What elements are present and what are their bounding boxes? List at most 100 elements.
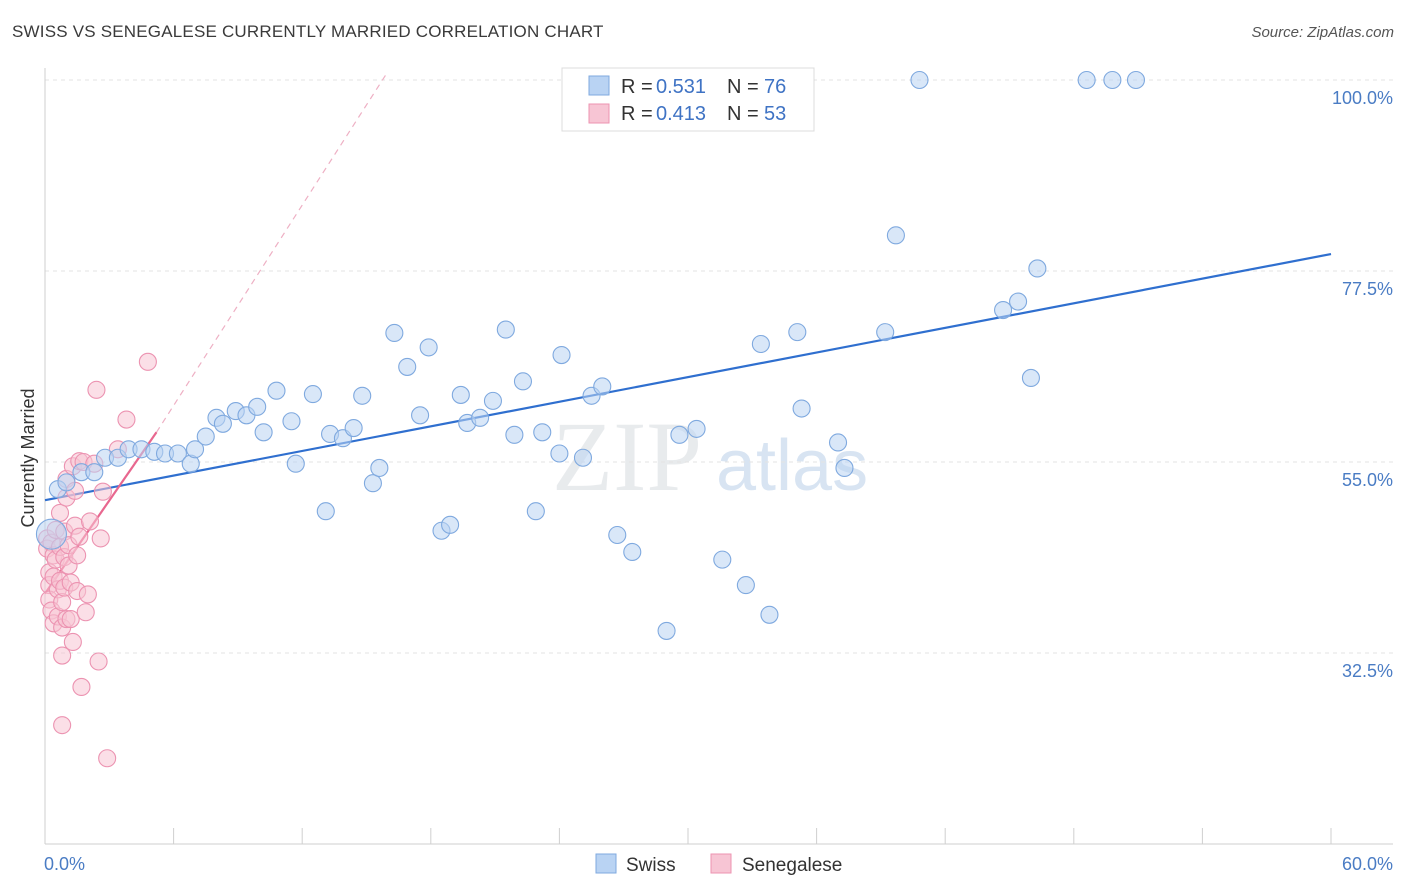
senegalese-point [87,380,106,399]
swiss-point [213,414,232,433]
swiss-point [608,525,627,545]
swiss-point [1021,368,1040,388]
swiss-point [411,406,430,425]
swiss-point [760,605,779,624]
swiss-point [267,381,286,400]
legend-senegalese-r-label: R = [621,103,658,125]
swiss-point [370,458,389,477]
swiss-point [876,323,895,342]
senegalese-point [91,529,110,548]
chart-title: SWISS VS SENEGALESE CURRENTLY MARRIED CO… [12,22,604,41]
senegalese-point [68,546,87,565]
senegalese-point [117,410,136,429]
legend-swatch-senegalese [588,103,610,124]
trend-lines [44,71,1332,595]
swiss-point [828,433,848,452]
swiss-point [1077,70,1096,90]
swiss-point [835,458,854,477]
swiss-point [1103,70,1122,90]
senegalese-point [72,677,91,697]
swiss-point [886,226,905,245]
senegalese-point [93,482,112,501]
senegalese-point [80,512,100,531]
senegalese-point [63,632,82,652]
swiss-points [35,70,1146,640]
swiss-point [196,427,215,446]
swiss-point [736,576,755,595]
senegalese-point [89,652,108,671]
swiss-point [385,323,404,343]
legend-swatch-swiss [588,75,610,96]
legend-swiss-n-value: 76 [764,76,786,98]
bottom-legend-swatch-swiss [595,853,617,874]
y-tick-label-100: 100.0% [1332,88,1393,108]
swiss-point [441,515,460,534]
swiss-point [419,338,438,357]
swiss-point [994,300,1013,320]
swiss-point [751,334,770,354]
swiss-point [344,418,363,438]
swiss-point [471,408,490,427]
senegalese-point [70,527,89,546]
swiss-trend-line [44,252,1332,502]
bottom-legend-swatch-senegalese [710,853,732,874]
swiss-point [792,399,811,418]
swiss-point [687,419,706,438]
swiss-point [451,385,470,404]
swiss-point [248,397,267,416]
series-legend: Swiss Senegalese [595,853,842,876]
swiss-point [282,412,301,431]
senegalese-point [138,352,157,371]
swiss-point [353,386,372,405]
swiss-point [552,345,571,365]
swiss-point [57,473,76,492]
y-tick-label-32-5: 32.5% [1342,661,1393,681]
swiss-point [788,323,807,342]
swiss-point [483,391,503,410]
swiss-point [526,502,545,521]
swiss-point [910,70,929,90]
swiss-point [35,518,67,550]
legend-swiss-n-label: N = [727,76,764,98]
swiss-point [670,425,689,444]
swiss-point [533,423,552,442]
swiss-point [573,448,593,467]
y-tick-label-55: 55.0% [1342,470,1393,490]
watermark: ZIP atlas [552,401,868,512]
legend-senegalese-r-value: 0.413 [656,103,706,125]
legend-swiss-r-value: 0.531 [656,76,706,98]
senegalese-trend-extension [155,71,389,433]
stats-legend: R = 0.531 N = 76 R = 0.413 N = 53 [561,67,815,132]
senegalese-point [98,749,117,768]
senegalese-point [53,646,72,665]
senegalese-point [61,609,80,629]
legend-senegalese-n-label: N = [727,103,764,125]
senegalese-points [38,352,157,768]
swiss-point [185,440,205,459]
bottom-legend-senegalese-label: Senegalese [742,855,842,876]
swiss-point [496,320,515,339]
swiss-point [505,425,524,444]
swiss-point [1126,70,1146,90]
swiss-point [623,542,642,562]
swiss-point [513,372,533,391]
senegalese-point [76,603,95,622]
swiss-point [316,502,335,521]
legend-swiss-r-label: R = [621,76,658,98]
x-tick-label-min: 0.0% [44,854,85,874]
swiss-point [303,385,322,404]
senegalese-point [53,716,72,735]
swiss-point [286,454,305,473]
x-tick-label-max: 60.0% [1342,854,1393,874]
legend-senegalese-n-value: 53 [764,103,786,125]
swiss-point [593,377,612,396]
swiss-point [363,474,382,493]
swiss-point [657,621,676,640]
swiss-point [168,444,187,463]
swiss-point [254,423,273,442]
bottom-legend-swiss-label: Swiss [626,855,676,876]
y-tick-label-77-5: 77.5% [1342,279,1393,299]
swiss-point [1028,259,1047,278]
swiss-point [398,357,417,376]
